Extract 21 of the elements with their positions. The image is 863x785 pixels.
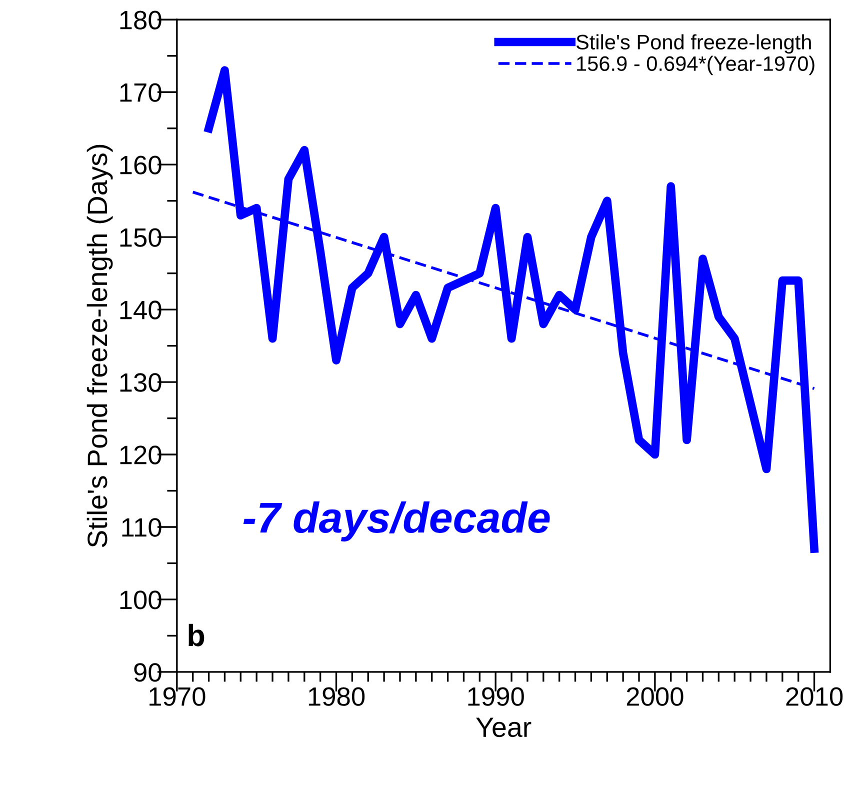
x-tick-label: 1990 — [468, 687, 524, 706]
y-tick-label: 180 — [120, 10, 162, 30]
y-tick-label: 140 — [120, 300, 162, 320]
annotation: -7 days/decade — [243, 501, 550, 542]
x-tick-label: 2010 — [786, 687, 843, 706]
legend-label: Stile's Pond freeze-length — [576, 34, 811, 54]
y-tick-label: 90 — [134, 663, 162, 682]
y-tick-label: 150 — [120, 228, 162, 247]
x-tick-label: 2000 — [626, 687, 684, 706]
legend-label: 156.9 - 0.694*(Year-1970) — [577, 56, 814, 76]
annotation: b — [188, 624, 204, 646]
y-tick-label: 130 — [120, 373, 162, 392]
y-tick-label: 100 — [120, 590, 162, 610]
y-tick-label: 170 — [120, 83, 162, 102]
y-tick-label: 120 — [120, 446, 162, 464]
x-axis-title: Year — [476, 718, 532, 738]
x-tick-label: 1980 — [308, 687, 365, 706]
x-tick-label: 1970 — [150, 687, 206, 706]
y-tick-label: 160 — [120, 156, 162, 174]
y-tick-label: 110 — [122, 518, 162, 537]
y-axis-title: Stile's Pond freeze-length (Days) — [86, 144, 113, 548]
